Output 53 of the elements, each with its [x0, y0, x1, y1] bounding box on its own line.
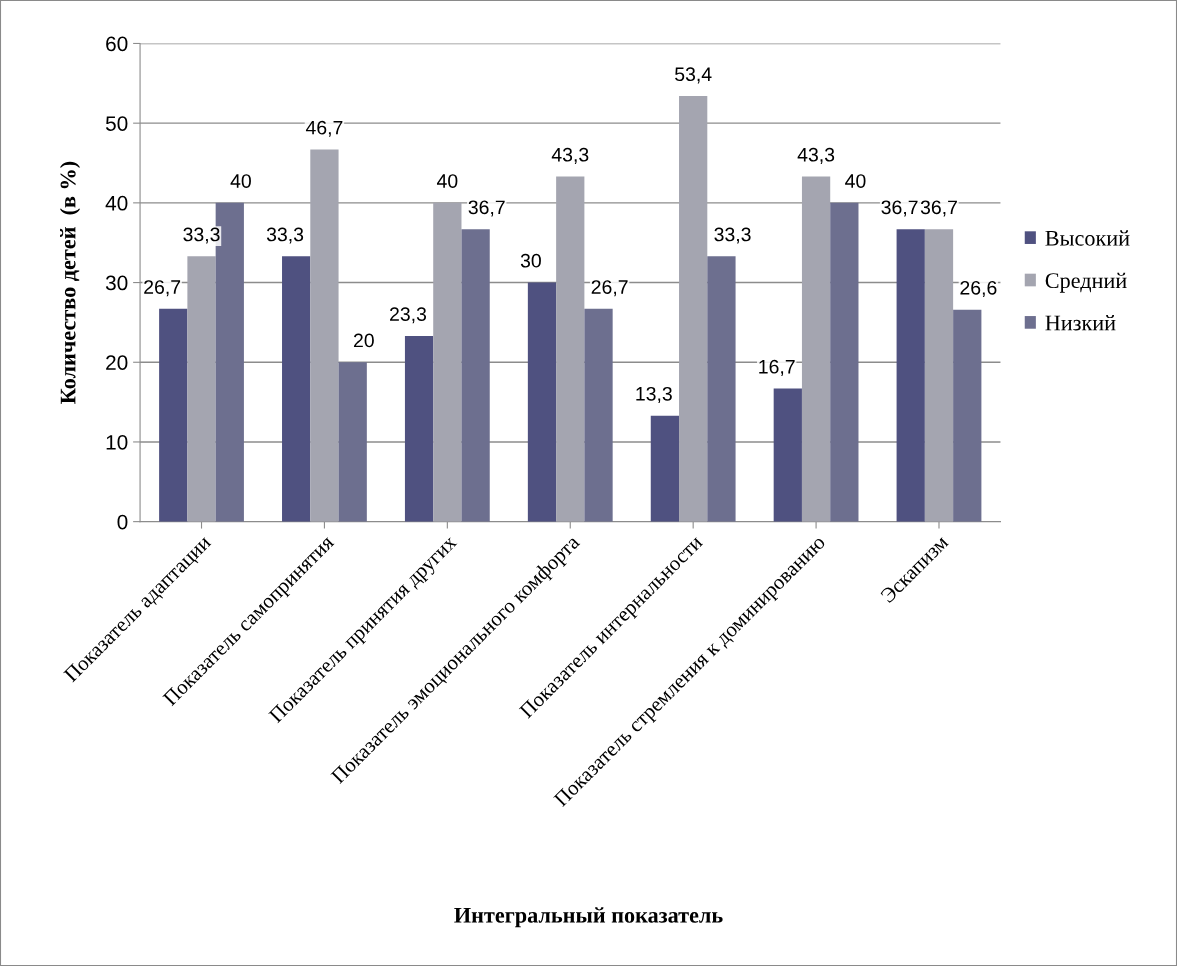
data-label: 36,7: [881, 200, 918, 217]
legend-label: Низкий: [1045, 315, 1116, 331]
y-tick-label: 60: [106, 36, 128, 52]
bar: [679, 96, 708, 522]
data-label: 26,7: [144, 280, 181, 297]
bar: [310, 149, 339, 522]
data-label: 23,3: [390, 307, 427, 324]
data-label: 40: [436, 174, 458, 188]
bar: [650, 415, 680, 522]
bar: [527, 282, 557, 522]
data-label: 26,6: [960, 280, 997, 297]
bar: [461, 229, 490, 522]
y-axis-title: Количество детей (в %): [59, 161, 81, 404]
data-label: 36,7: [468, 200, 505, 217]
data-label: 13,3: [636, 386, 672, 403]
bar: [433, 202, 462, 522]
data-label: 30: [520, 253, 541, 268]
bar: [896, 229, 925, 522]
data-label: 43,3: [797, 147, 835, 164]
y-tick-label: 30: [105, 275, 128, 291]
bar: [338, 362, 367, 522]
bar: [404, 335, 434, 522]
data-label: 20: [353, 333, 374, 348]
bar: [953, 309, 982, 522]
data-label: 26,7: [591, 280, 628, 297]
data-label: 53,4: [675, 67, 712, 84]
data-label: 33,3: [183, 227, 220, 244]
data-label: 16,7: [759, 359, 795, 376]
bar: [584, 308, 613, 522]
data-label: 33,3: [714, 227, 751, 244]
bar: [924, 229, 954, 522]
y-tick-label: 20: [106, 355, 128, 370]
data-label: 36,7: [920, 200, 957, 217]
bar: [801, 176, 831, 522]
y-tick-label: 50: [105, 116, 128, 131]
bar: [187, 256, 216, 522]
bar: [707, 256, 736, 522]
data-label: 46,7: [305, 120, 343, 137]
y-tick-label: 0: [117, 514, 128, 530]
y-tick-label: 40: [105, 195, 128, 211]
y-tick-label: 10: [106, 434, 128, 450]
x-axis-title: Интегральный показатель: [454, 907, 723, 928]
legend-label: Высокий: [1045, 230, 1130, 246]
data-label: 40: [845, 174, 866, 188]
bar: [556, 176, 585, 522]
data-label: 33,3: [266, 227, 304, 244]
bar: [282, 256, 311, 522]
bar: [159, 308, 188, 522]
data-label: 43,3: [551, 147, 589, 164]
bar: [773, 388, 802, 522]
bar: [830, 202, 859, 522]
data-label: 40: [230, 174, 251, 188]
legend-label: Средний: [1045, 272, 1127, 293]
